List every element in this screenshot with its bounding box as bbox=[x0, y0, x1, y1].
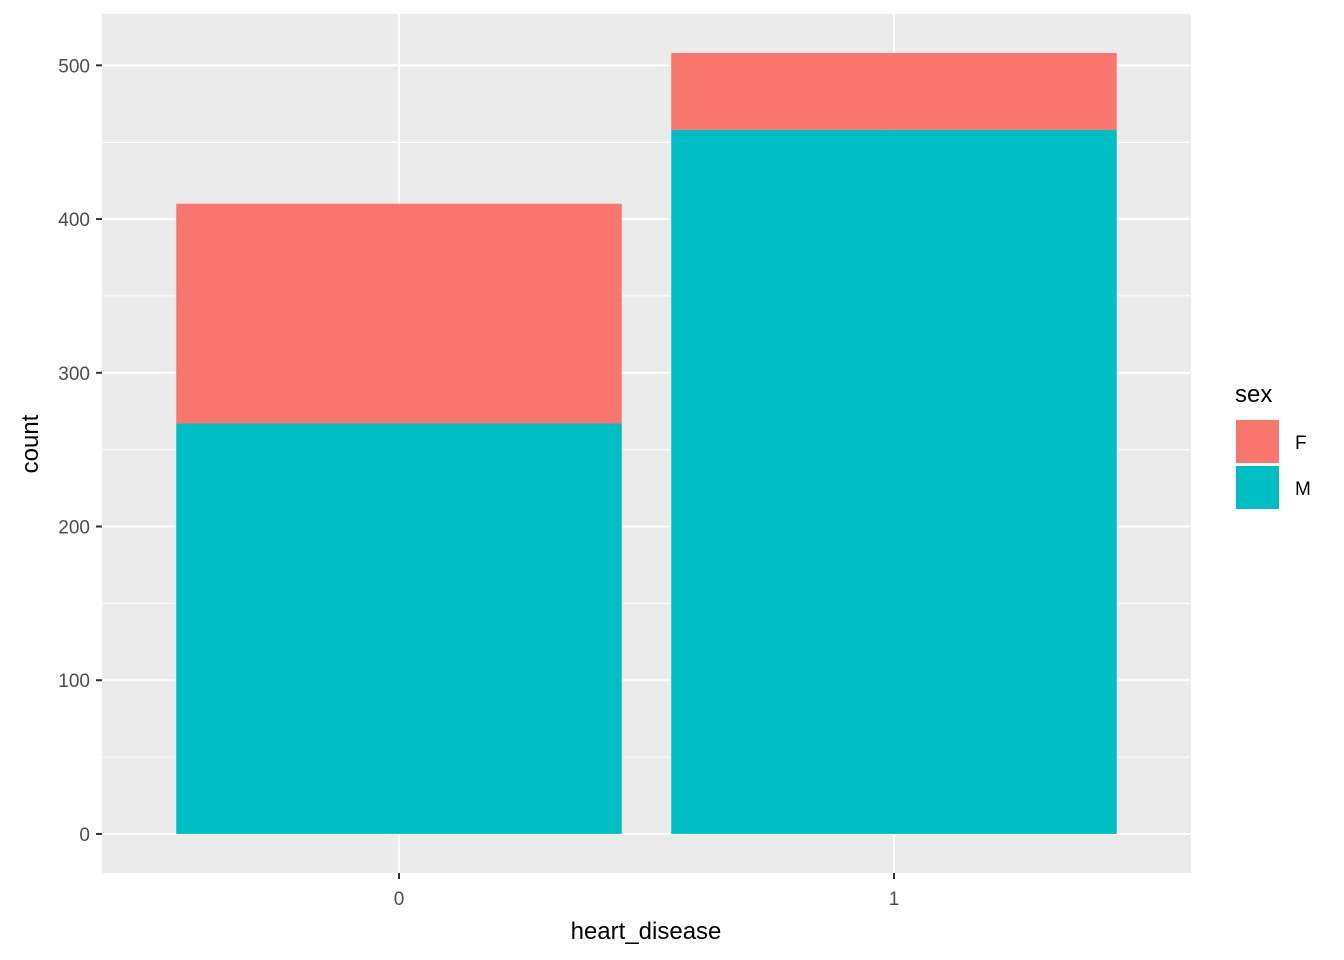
legend-title: sex bbox=[1235, 381, 1272, 408]
y-tick-label: 0 bbox=[79, 825, 90, 846]
y-tick-label: 100 bbox=[58, 671, 90, 692]
x-axis-title: heart_disease bbox=[571, 918, 722, 945]
y-tick-label: 400 bbox=[58, 210, 90, 231]
bar-M-1 bbox=[671, 129, 1117, 834]
legend: sex F M bbox=[1235, 381, 1311, 509]
bar-F-1 bbox=[671, 53, 1117, 130]
bar-M-0 bbox=[176, 423, 622, 834]
y-axis: 0 100 200 300 400 500 bbox=[58, 56, 102, 846]
x-tick-label: 1 bbox=[889, 889, 900, 910]
y-tick-label: 200 bbox=[58, 518, 90, 539]
legend-label-F: F bbox=[1295, 433, 1307, 454]
legend-swatch-F bbox=[1236, 420, 1279, 463]
x-tick-label: 0 bbox=[394, 889, 405, 910]
y-tick-label: 300 bbox=[58, 364, 90, 385]
legend-label-M: M bbox=[1295, 479, 1311, 500]
y-axis-title: count bbox=[17, 414, 44, 473]
bars bbox=[176, 53, 1117, 834]
legend-swatch-M bbox=[1236, 466, 1279, 509]
bar-F-0 bbox=[176, 203, 622, 424]
y-tick-label: 500 bbox=[58, 56, 90, 77]
